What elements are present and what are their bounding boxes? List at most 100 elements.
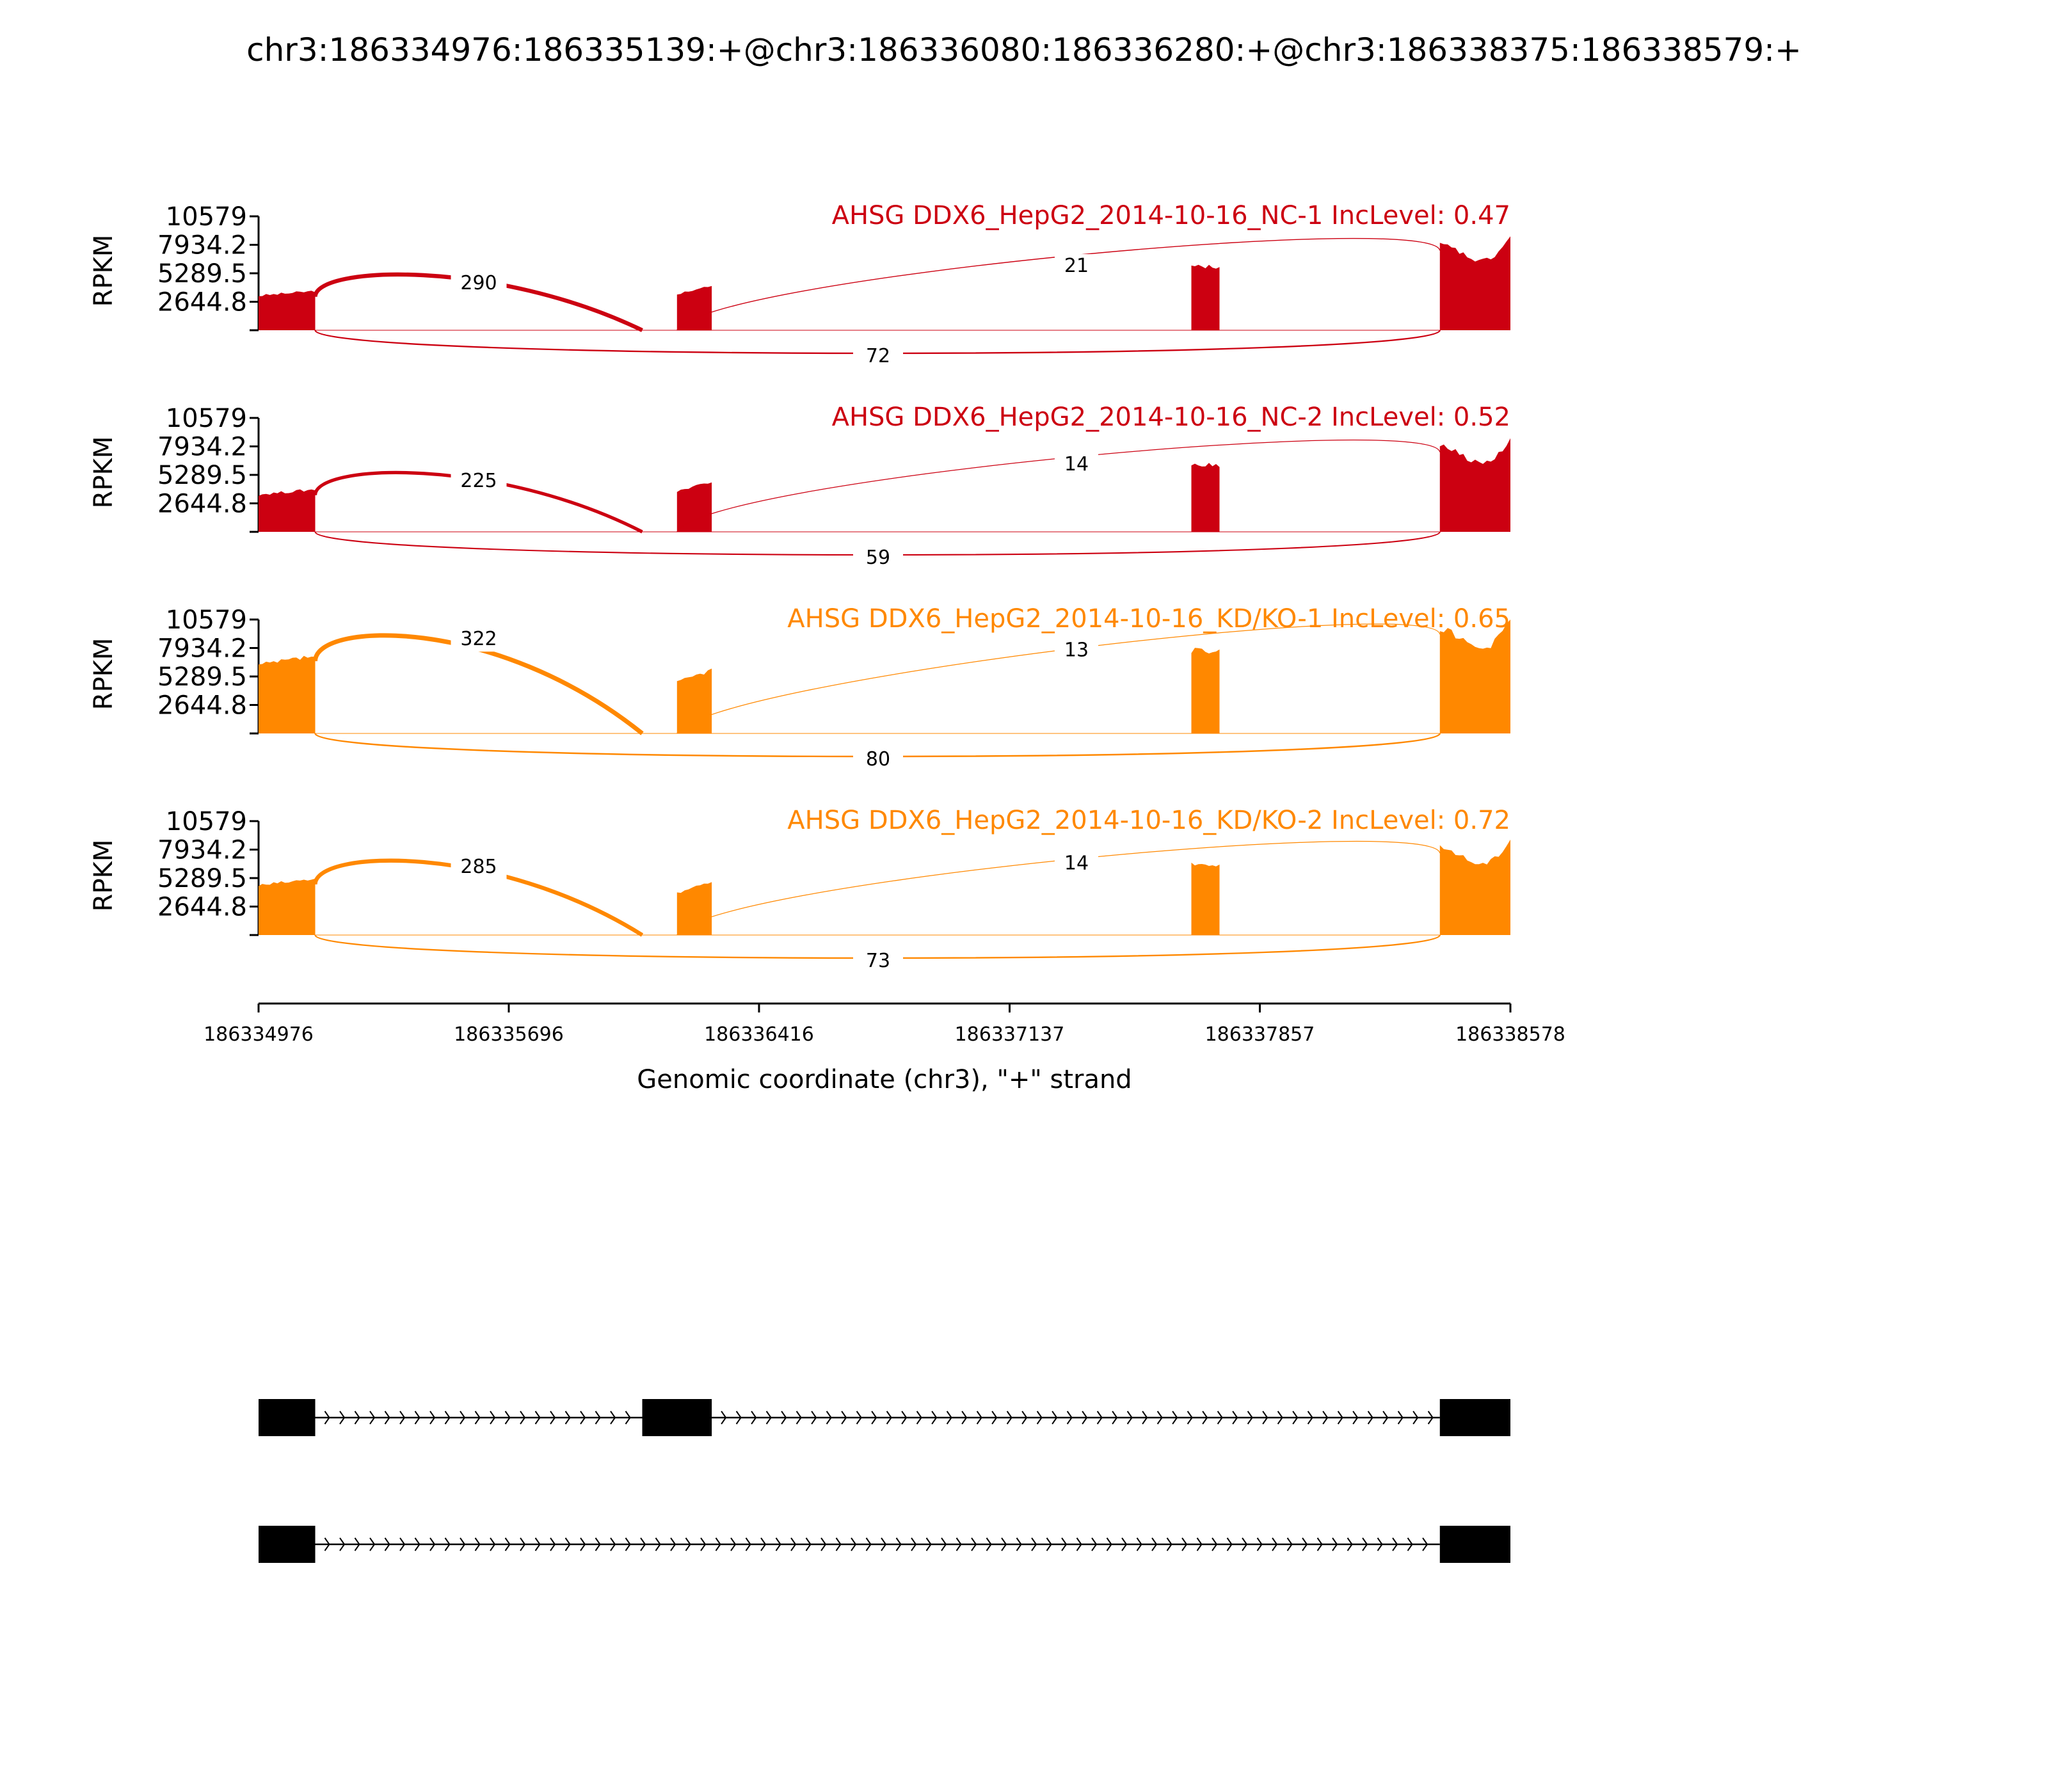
strand-arrow-icon [564,1411,571,1425]
strand-arrow-icon [399,1537,406,1551]
strand-arrow-icon [765,1411,772,1425]
strand-arrow-icon [550,1411,556,1425]
coverage-block [259,291,316,330]
coverage-block [1191,862,1220,935]
strand-arrow-icon [534,1537,541,1551]
coverage-block [676,482,712,532]
strand-arrow-icon [595,1411,601,1425]
strand-arrow-icon [865,1537,872,1551]
coverage-block [676,882,712,935]
strand-arrow-icon [901,1411,908,1425]
strand-arrow-icon [1046,1537,1052,1551]
strand-arrow-icon [1001,1537,1007,1551]
strand-arrow-icon [490,1411,496,1425]
isoform-track [259,1399,1510,1563]
y-tick-label: 5289.5 [157,461,247,490]
strand-arrow-icon [1247,1411,1253,1425]
x-tick-label: 186335696 [454,1023,564,1046]
strand-arrow-icon [610,1537,616,1551]
strand-arrow-icon [976,1411,982,1425]
strand-arrow-icon [369,1411,376,1425]
strand-arrow-icon [796,1411,802,1425]
strand-arrow-icon [961,1411,968,1425]
junction-count-label: 80 [866,748,890,771]
strand-arrow-icon [1136,1537,1142,1551]
strand-arrow-icon [1272,1537,1278,1551]
junction-count-label: 21 [1064,255,1089,277]
strand-arrow-icon [745,1537,751,1551]
strand-arrow-icon [1082,1411,1088,1425]
y-tick-label: 5289.5 [157,259,247,289]
strand-arrow-icon [520,1537,526,1551]
strand-arrow-icon [805,1537,812,1551]
strand-arrow-icon [564,1537,571,1551]
junction-count-label: 72 [866,345,890,367]
strand-arrow-icon [1187,1411,1193,1425]
strand-arrow-icon [580,1411,586,1425]
y-tick-label: 2644.8 [157,287,247,317]
coverage-block [1439,620,1510,733]
coverage-block [1439,839,1510,935]
strand-arrow-icon [1172,1411,1178,1425]
y-tick-label: 7934.2 [157,634,247,664]
strand-arrow-icon [941,1537,947,1551]
x-tick-label: 186336416 [704,1023,814,1046]
strand-arrow-icon [721,1411,727,1425]
strand-arrow-icon [991,1411,998,1425]
junction-count-label: 13 [1064,639,1089,661]
strand-arrow-icon [1076,1537,1082,1551]
strand-arrow-icon [610,1411,616,1425]
strand-arrow-icon [1316,1537,1323,1551]
strand-arrow-icon [1121,1537,1128,1551]
junction-arc [676,237,1441,331]
strand-arrow-icon [1066,1411,1073,1425]
strand-arrow-icon [685,1537,691,1551]
y-tick-label: 2644.8 [157,691,247,720]
strand-arrow-icon [1232,1411,1238,1425]
strand-arrow-icon [429,1411,436,1425]
strand-arrow-icon [986,1537,992,1551]
strand-arrow-icon [760,1537,767,1551]
strand-arrow-icon [1096,1411,1103,1425]
strand-arrow-icon [1302,1537,1308,1551]
strand-arrow-icon [1166,1537,1172,1551]
strand-arrow-icon [339,1411,346,1425]
strand-arrow-icon [916,1411,922,1425]
strand-arrow-icon [1367,1411,1373,1425]
strand-arrow-icon [1242,1537,1248,1551]
exon-block [642,1399,712,1436]
strand-arrow-icon [1091,1537,1098,1551]
strand-arrow-icon [1036,1411,1043,1425]
strand-arrow-icon [534,1411,541,1425]
y-tick-label: 10579 [166,404,247,433]
strand-arrow-icon [931,1411,938,1425]
coverage-block [1191,648,1220,733]
y-tick-label: 2644.8 [157,489,247,518]
strand-arrow-icon [1427,1411,1434,1425]
strand-arrow-icon [1382,1411,1389,1425]
junction-label-bg [451,271,507,296]
strand-arrow-icon [1412,1411,1419,1425]
x-axis: 186334976 186335696 186336416 186337137 1863… [204,1002,1565,1046]
strand-arrow-icon [399,1411,406,1425]
chart-title: chr3:186334976:186335139:+@chr3:18633608… [246,31,1802,68]
y-axis-label: RPKM [89,638,118,710]
junction-arc [313,858,644,937]
coverage-block [1439,236,1510,330]
y-tick-label: 10579 [166,605,247,635]
strand-arrow-icon [775,1537,781,1551]
y-tick-label: 7934.2 [157,836,247,865]
strand-arrow-icon [384,1537,390,1551]
strand-arrow-icon [354,1411,360,1425]
strand-arrow-icon [550,1537,556,1551]
strand-arrow-icon [339,1537,346,1551]
strand-arrow-icon [324,1411,330,1425]
x-tick-label: 186337137 [955,1023,1065,1046]
strand-arrow-icon [670,1537,676,1551]
strand-arrow-icon [324,1537,330,1551]
exon-block [259,1399,316,1436]
junction-label-bg [1055,452,1098,477]
strand-arrow-icon [414,1411,420,1425]
